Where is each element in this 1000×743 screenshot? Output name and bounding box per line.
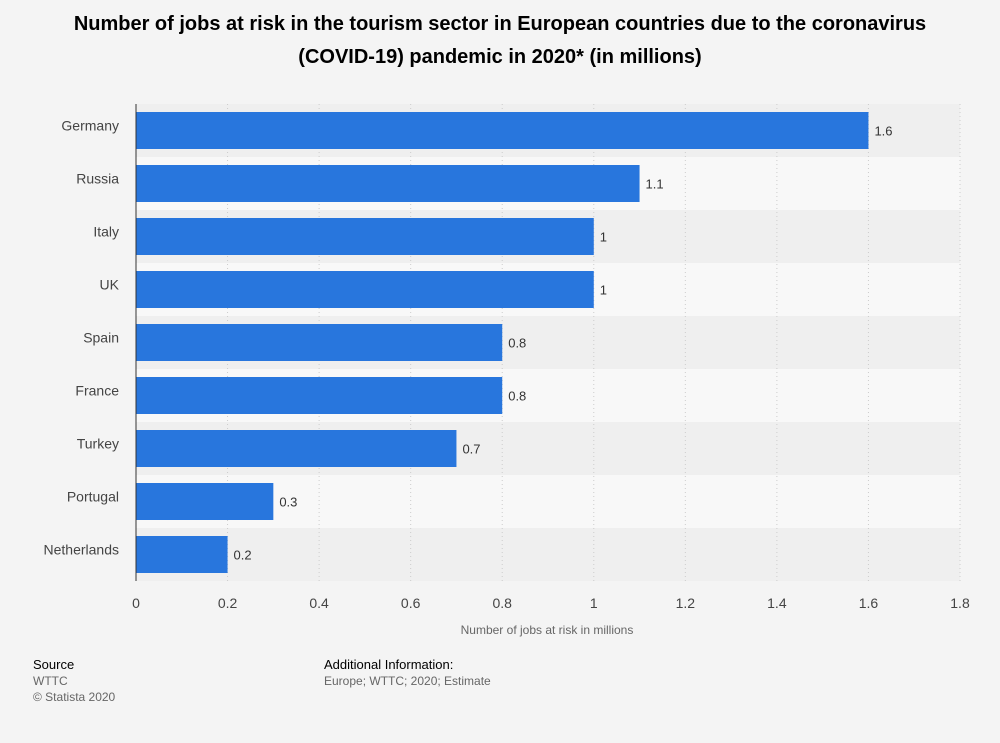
bar [136, 483, 274, 520]
data-label: 1.1 [646, 177, 664, 192]
source-heading: Source [33, 657, 75, 672]
x-tick-label: 1.4 [767, 595, 787, 611]
row-band [136, 528, 960, 581]
x-tick-label: 1.2 [676, 595, 696, 611]
x-tick-label: 1.6 [859, 595, 879, 611]
x-tick-label: 1 [590, 595, 598, 611]
category-label: France [75, 383, 119, 399]
x-tick-label: 0.8 [492, 595, 512, 611]
bar [136, 165, 640, 202]
category-label: Spain [83, 330, 119, 346]
copyright-text: © Statista 2020 [33, 690, 116, 704]
bar [136, 112, 869, 149]
chart-title: Number of jobs at risk in the tourism se… [73, 13, 927, 68]
data-label: 1 [600, 230, 607, 245]
bar [136, 271, 594, 308]
bar [136, 218, 594, 255]
source-block: Source WTTC © Statista 2020 [33, 657, 115, 705]
x-axis-title: Number of jobs at risk in millions [461, 623, 634, 637]
row-band [136, 475, 960, 528]
data-label: 1.6 [874, 124, 892, 139]
data-label: 0.8 [508, 389, 526, 404]
category-label: Russia [76, 171, 119, 187]
bar [136, 324, 503, 361]
category-label: Germany [61, 118, 119, 134]
bar [136, 377, 503, 414]
category-label: Netherlands [44, 542, 120, 558]
data-label: 1 [600, 283, 607, 298]
additional-info-text: Europe; WTTC; 2020; Estimate [324, 674, 491, 688]
additional-info-heading: Additional Information: [324, 657, 454, 672]
x-tick-label: 0.2 [218, 595, 238, 611]
data-label: 0.8 [508, 336, 526, 351]
bar [136, 536, 228, 573]
data-label: 0.2 [234, 548, 252, 563]
category-label: Turkey [77, 436, 119, 452]
x-tick-label: 0.6 [401, 595, 421, 611]
additional-info-block: Additional Information: Europe; WTTC; 20… [324, 657, 491, 689]
category-label: Italy [93, 224, 119, 240]
x-tick-label: 0 [132, 595, 140, 611]
source-text: WTTC [33, 674, 68, 688]
x-tick-label: 0.4 [309, 595, 329, 611]
category-label: UK [100, 277, 120, 293]
bar-chart: 1.6 Germany 1.1 Russia 1 Italy 1 UK 0.8 Spain 0.8 F… [44, 104, 970, 637]
data-label: 0.7 [462, 442, 480, 457]
bar [136, 430, 457, 467]
x-tick-label: 1.8 [950, 595, 970, 611]
data-label: 0.3 [279, 495, 297, 510]
category-label: Portugal [67, 489, 119, 505]
